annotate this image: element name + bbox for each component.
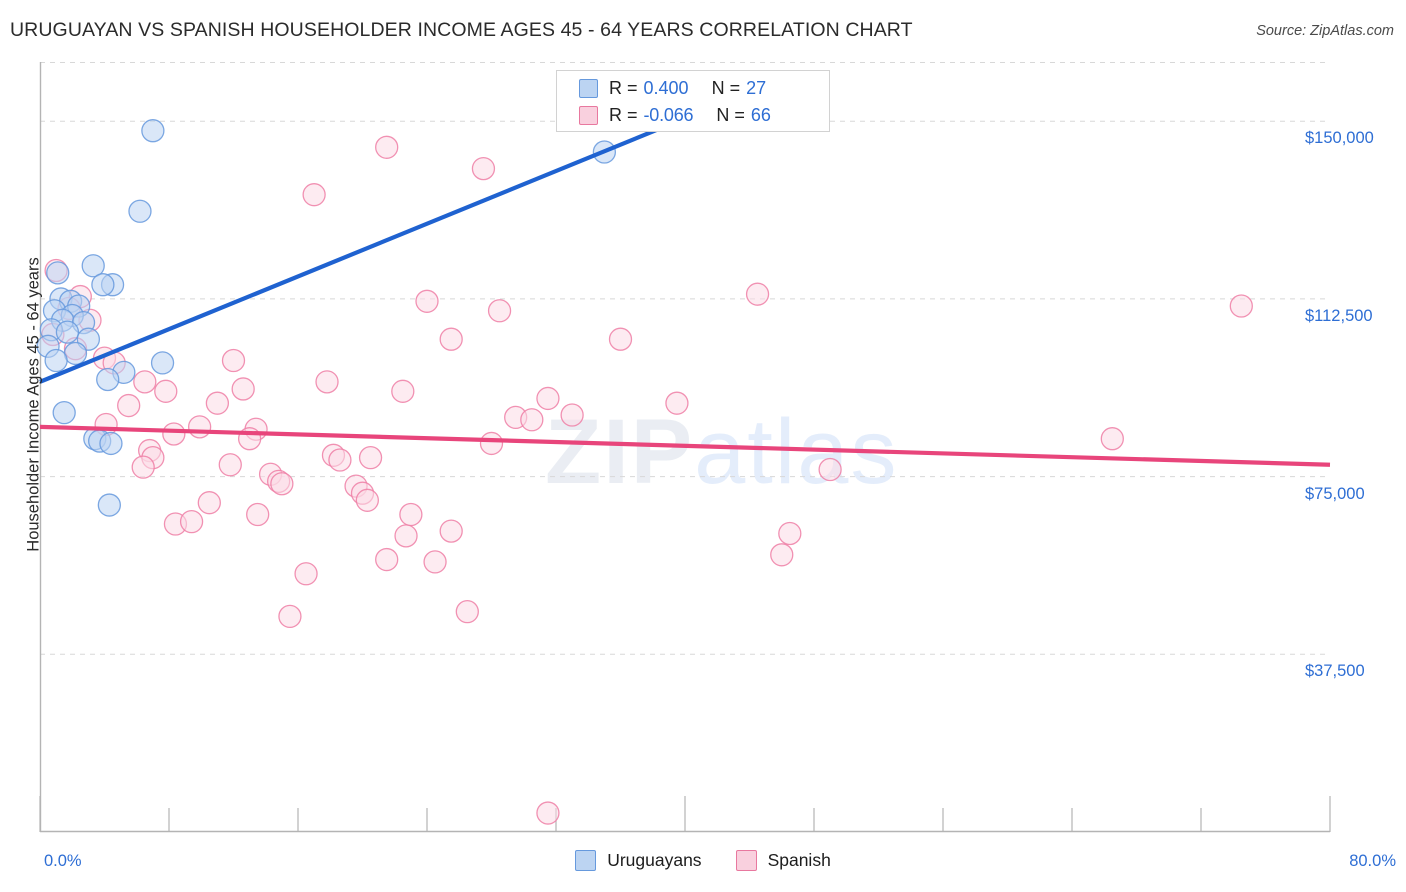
data-point	[81, 254, 105, 278]
data-point	[423, 550, 447, 574]
data-point	[358, 446, 383, 470]
data-point	[328, 448, 352, 472]
data-point	[91, 273, 115, 297]
data-point	[270, 472, 294, 496]
n-label-spanish: N =	[716, 105, 745, 125]
page-title: URUGUAYAN VS SPANISH HOUSEHOLDER INCOME …	[10, 19, 913, 41]
data-point	[179, 509, 204, 534]
data-point	[187, 415, 212, 439]
source-attribution: Source: ZipAtlas.com	[1256, 23, 1394, 39]
scatter-points-uruguayans	[36, 119, 617, 517]
y-axis-title: Householder Income Ages 45 - 64 years	[24, 257, 43, 552]
data-point	[439, 519, 463, 543]
series-swatch-spanish-icon	[735, 850, 757, 871]
data-point	[246, 502, 270, 527]
trendline-uruguayans	[39, 109, 702, 384]
x-axis-max-label: 80.0%	[1349, 852, 1396, 870]
series-swatch-uruguayans-icon	[575, 850, 597, 871]
series-legend-label-spanish: Spanish	[767, 850, 831, 870]
data-point	[778, 521, 802, 546]
data-point	[399, 502, 423, 527]
data-point	[96, 367, 120, 392]
y-tick-label-112500: $112,500	[1305, 306, 1373, 325]
data-point	[63, 341, 88, 366]
data-point	[608, 327, 633, 351]
data-point	[520, 408, 544, 432]
plot-area	[36, 62, 1331, 833]
data-point	[302, 183, 326, 207]
data-point	[1100, 427, 1124, 451]
y-tick-label-75000: $75,000	[1305, 484, 1365, 503]
data-point	[455, 600, 479, 624]
n-value-uruguayans: 27	[746, 78, 767, 98]
series-legend: Uruguayans Spanish	[0, 850, 1406, 871]
data-point	[375, 135, 399, 159]
series-legend-label-uruguayans: Uruguayans	[607, 850, 702, 870]
data-point	[133, 370, 157, 394]
data-point	[375, 547, 399, 572]
data-point	[278, 604, 302, 629]
data-point	[439, 327, 463, 351]
data-point	[44, 348, 68, 373]
x-axis-ticks	[39, 796, 1331, 832]
legend-swatch-blue-icon	[579, 79, 598, 98]
data-point	[415, 289, 439, 313]
data-point	[818, 457, 842, 482]
data-point	[150, 351, 175, 375]
data-point	[52, 400, 76, 425]
data-point	[128, 199, 152, 223]
trendline-spanish	[39, 424, 1331, 467]
data-point	[154, 379, 178, 403]
n-value-spanish: 66	[750, 105, 771, 125]
data-point	[117, 393, 141, 418]
data-point	[197, 491, 221, 515]
r-label-uruguayans: R =	[609, 78, 638, 98]
data-point	[141, 119, 165, 143]
r-value-uruguayans: 0.400	[643, 78, 689, 98]
scatter-plot-svg	[36, 62, 1331, 833]
legend-swatch-pink-icon	[579, 106, 598, 125]
data-point	[770, 543, 794, 567]
data-point	[221, 348, 246, 373]
data-point	[560, 403, 584, 427]
series-legend-item-uruguayans[interactable]: Uruguayans	[575, 850, 702, 871]
gridlines	[40, 62, 1330, 655]
data-point	[55, 320, 80, 344]
data-point	[46, 261, 70, 285]
data-point	[162, 422, 186, 446]
data-point	[1229, 294, 1253, 318]
r-label-spanish: R =	[609, 105, 638, 125]
r-value-spanish: -0.066	[643, 105, 694, 125]
data-point	[294, 562, 318, 586]
data-point	[487, 299, 512, 323]
data-point	[315, 370, 339, 394]
x-axis-min-label: 0.0%	[44, 852, 82, 870]
data-point	[391, 379, 415, 403]
data-point	[536, 386, 560, 411]
y-tick-label-150000: $150,000	[1305, 129, 1374, 148]
trendline	[39, 109, 702, 384]
trendline	[39, 424, 1331, 467]
correlation-stats-legend: R = 0.400 N = 27 R = -0.066 N = 66	[556, 70, 830, 132]
data-point	[479, 431, 504, 456]
data-point	[665, 391, 689, 415]
data-point	[471, 156, 496, 181]
scatter-points-spanish	[41, 135, 1253, 825]
data-point	[355, 488, 379, 512]
data-point	[394, 524, 418, 548]
stats-row-spanish: R = -0.066 N = 66	[579, 102, 829, 129]
data-point	[97, 493, 121, 517]
data-point	[99, 431, 123, 456]
y-tick-label-37500: $37,500	[1305, 662, 1365, 681]
stats-row-uruguayans: R = 0.400 N = 27	[579, 75, 829, 102]
data-point	[131, 455, 155, 479]
data-point	[745, 282, 770, 306]
series-legend-item-spanish[interactable]: Spanish	[735, 850, 831, 871]
n-label-uruguayans: N =	[711, 78, 741, 98]
data-point	[218, 453, 242, 477]
data-point	[205, 391, 230, 415]
data-point	[536, 801, 560, 825]
data-point	[231, 377, 255, 401]
